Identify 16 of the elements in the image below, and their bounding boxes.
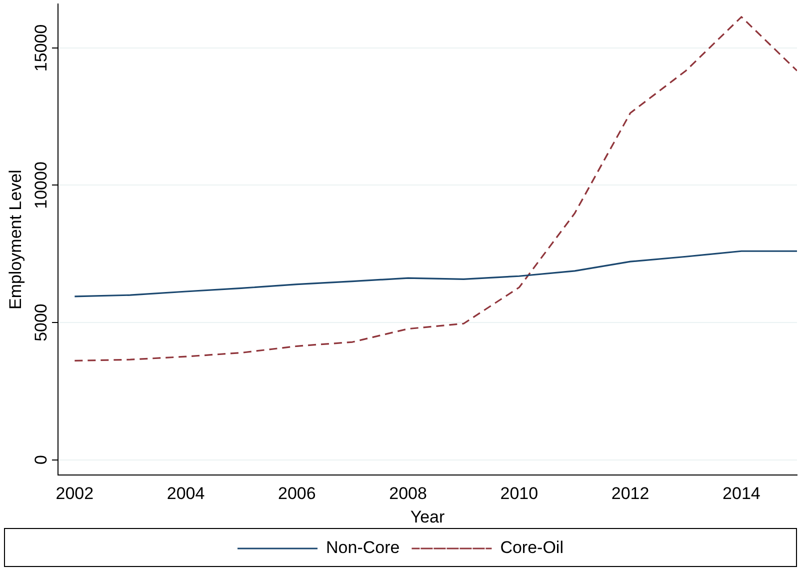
- legend-label: Core-Oil: [500, 538, 564, 558]
- y-tick-label: 0: [32, 455, 51, 465]
- y-axis-title: Employment Level: [6, 170, 25, 310]
- x-tick-label: 2010: [500, 484, 538, 504]
- x-tick-label: 2002: [56, 484, 94, 504]
- line-series: [74, 16, 797, 362]
- y-tick-label: 15000: [32, 24, 51, 72]
- y-tick-label: 5000: [32, 304, 51, 342]
- x-tick-label: 2012: [611, 484, 650, 504]
- x-tick-label: 2008: [389, 484, 427, 504]
- x-tick-label: 2014: [722, 484, 760, 504]
- legend-label: Non-Core: [326, 538, 400, 558]
- x-axis-title: Year: [410, 507, 446, 526]
- x-tick-label: 2006: [278, 484, 316, 504]
- x-tick-label: 2004: [166, 484, 205, 504]
- y-tick-label: 10000: [32, 162, 51, 209]
